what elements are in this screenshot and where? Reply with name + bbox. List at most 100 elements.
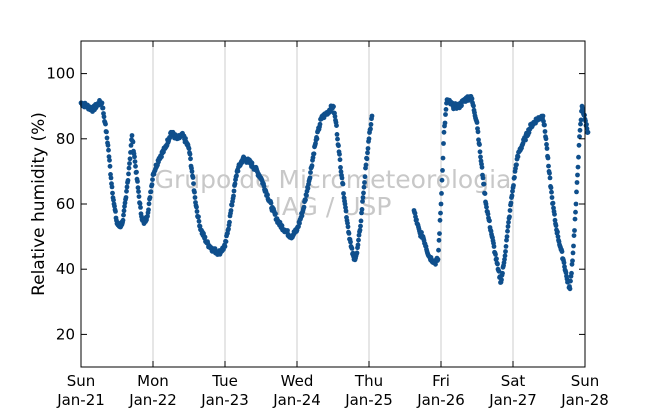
data-point-interp: [476, 137, 481, 143]
data-point: [363, 162, 369, 168]
x-tick-date: Jan-25: [344, 391, 393, 409]
data-point: [369, 113, 375, 119]
y-tick-label: 100: [46, 65, 75, 83]
data-point-interp: [121, 212, 126, 218]
data-point-interp: [360, 199, 365, 204]
data-point-interp: [541, 118, 546, 124]
data-point-interp: [459, 103, 464, 108]
data-point: [540, 113, 546, 119]
data-point-interp: [500, 270, 505, 276]
y-axis-label: Relative humidity (%): [29, 112, 49, 296]
data-point-interp: [107, 157, 112, 163]
data-point-interp: [544, 142, 549, 147]
data-point-interp: [135, 179, 140, 184]
data-point-interp: [138, 205, 143, 210]
data-point: [120, 217, 126, 223]
data-point-interp: [505, 228, 510, 234]
data-point-interp: [572, 216, 578, 222]
data-point-interp: [494, 256, 499, 262]
data-point-interp: [571, 233, 577, 239]
data-point-interp: [136, 189, 141, 195]
data-point-interp: [334, 132, 340, 137]
data-point: [135, 185, 141, 191]
data-point-interp: [309, 163, 315, 169]
data-point-interp: [110, 190, 115, 196]
data-point-interp: [437, 217, 443, 223]
data-point-interp: [365, 146, 371, 151]
data-point-interp: [545, 155, 551, 161]
data-point-interp: [124, 184, 130, 190]
data-point-interp: [104, 129, 109, 135]
data-point-interp: [481, 181, 487, 187]
data-point: [192, 195, 198, 200]
data-point-interp: [307, 175, 313, 181]
data-point-interp: [436, 237, 442, 243]
data-point-interp: [188, 156, 193, 162]
data-point: [504, 234, 510, 240]
data-point-interp: [559, 249, 565, 255]
data-point-interp: [513, 166, 518, 171]
data-point-interp: [196, 214, 201, 220]
data-point-interp: [574, 189, 579, 195]
data-point-interp: [305, 185, 311, 191]
data-point: [561, 260, 567, 266]
data-point-interp: [443, 112, 448, 117]
data-point-interp: [196, 218, 202, 224]
data-point-interp: [190, 175, 196, 180]
data-point-interp: [577, 134, 582, 140]
data-point-interp: [578, 121, 583, 127]
data-point: [342, 201, 348, 207]
data-point-interp: [551, 205, 556, 211]
data-point-interp: [335, 136, 340, 142]
data-point-interp: [126, 171, 131, 177]
data-point-interp: [343, 205, 348, 210]
data-point-interp: [575, 172, 580, 178]
data-point-interp: [496, 268, 502, 274]
data-point-interp: [311, 151, 317, 157]
data-point-interp: [303, 197, 308, 203]
data-point-interp: [348, 239, 353, 245]
data-point-interp: [331, 104, 336, 109]
data-point-interp: [304, 193, 309, 198]
x-tick-date: Jan-22: [128, 391, 177, 409]
watermark-line-2: IAG / USP: [275, 192, 392, 221]
plot-background: [81, 41, 585, 367]
data-point-interp: [548, 185, 554, 191]
data-point-interp: [515, 154, 521, 160]
data-point-interp: [553, 223, 559, 229]
data-point-interp: [103, 121, 108, 127]
y-tick-label: 60: [56, 195, 75, 213]
data-point-interp: [268, 200, 274, 206]
data-point-interp: [487, 218, 492, 224]
data-point-interp: [368, 122, 374, 127]
data-point: [108, 175, 114, 181]
x-tick-day: Sat: [501, 372, 526, 390]
data-point-interp: [336, 143, 341, 149]
x-tick-date: Jan-27: [488, 391, 537, 409]
data-point-interp: [297, 220, 302, 226]
y-tick-label: 20: [56, 325, 75, 343]
data-point-interp: [146, 207, 151, 213]
data-point-interp: [547, 175, 553, 181]
data-point-interp: [130, 139, 136, 145]
data-point-interp: [509, 193, 515, 199]
data-point: [339, 175, 345, 181]
data-point-interp: [419, 230, 424, 235]
data-point-interp: [345, 220, 350, 226]
y-axis-ticks: 20 40 60 80 100: [46, 65, 585, 343]
data-point: [126, 165, 132, 171]
data-point-interp: [514, 162, 519, 168]
data-point-interp: [223, 239, 229, 245]
data-point-interp: [478, 154, 483, 160]
data-point-interp: [355, 242, 361, 248]
data-point-interp: [440, 168, 445, 173]
data-point-interp: [231, 193, 236, 199]
data-point-interp: [136, 194, 142, 200]
data-point-interp: [499, 277, 504, 283]
data-point-interp: [121, 208, 127, 214]
data-point: [474, 120, 480, 125]
data-point-interp: [337, 157, 343, 163]
x-axis-ticks: SunJan-21MonJan-22TueJan-23WedJan-24ThuJ…: [56, 41, 609, 409]
data-point-interp: [232, 181, 238, 187]
